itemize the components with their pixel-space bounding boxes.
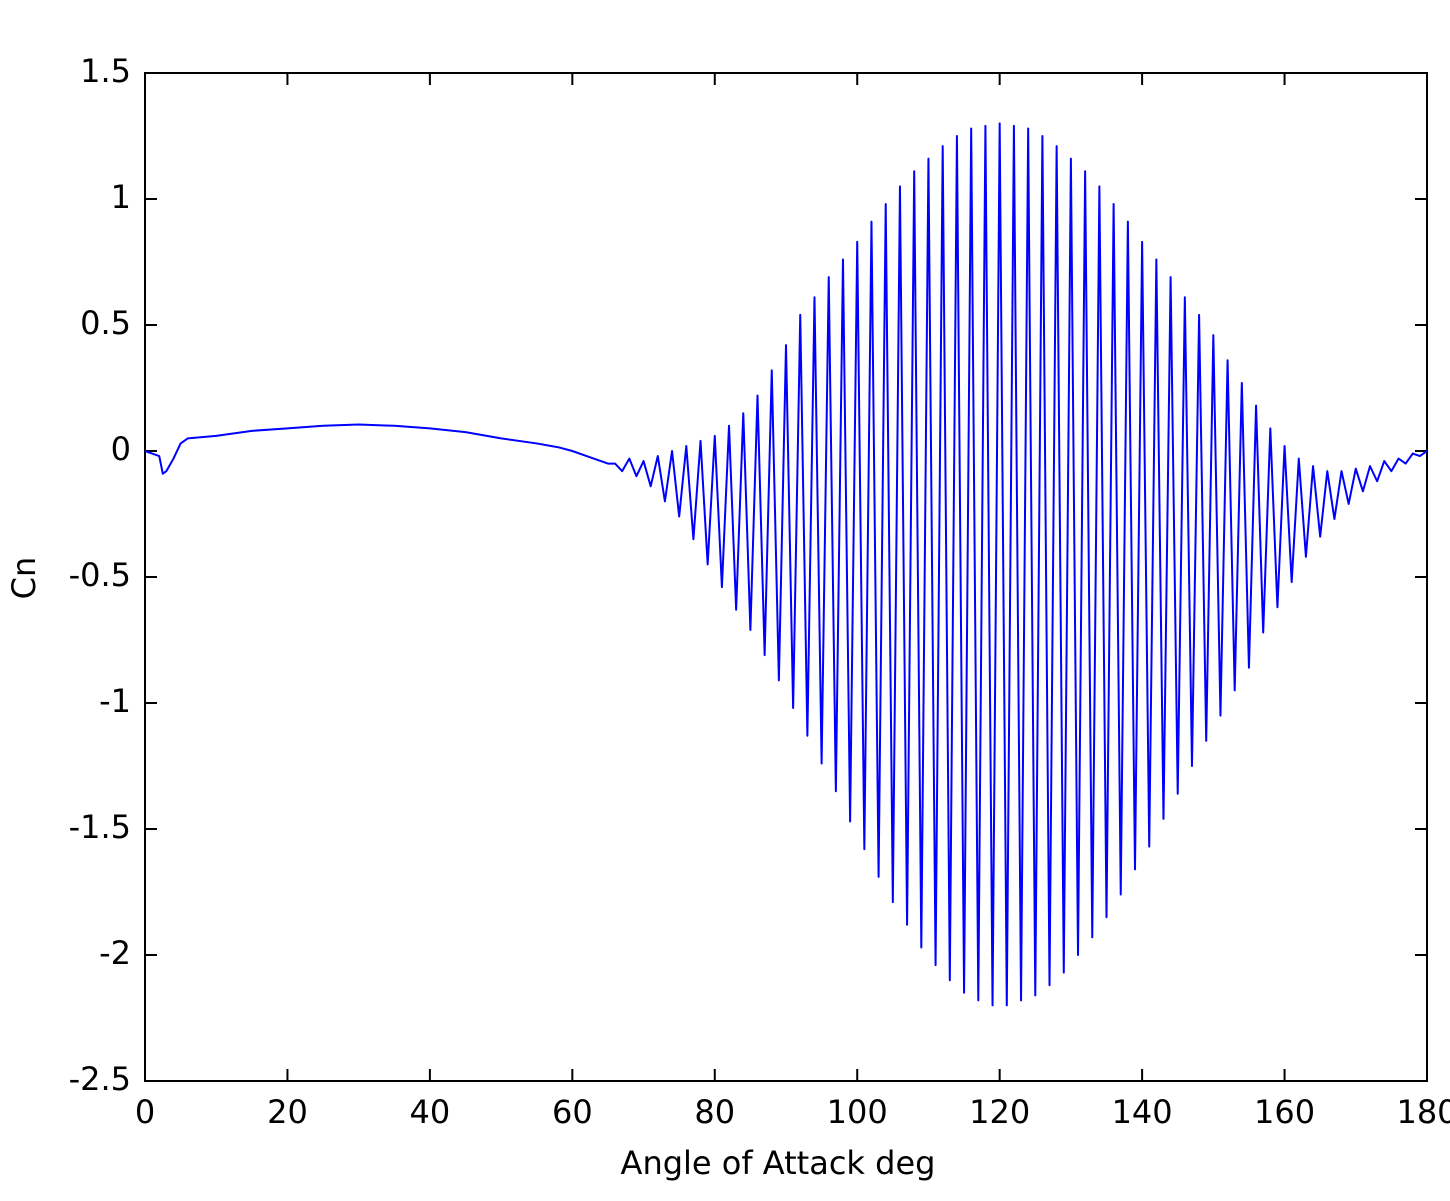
y-tick-label: 1.5 — [80, 52, 131, 90]
y-tick-label: -2 — [99, 934, 131, 972]
x-tick-label: 160 — [1254, 1093, 1315, 1131]
x-tick-label: 20 — [267, 1093, 308, 1131]
y-tick-label: -0.5 — [69, 556, 131, 594]
data-line — [144, 122, 1428, 1007]
y-tick-label: -2.5 — [69, 1060, 131, 1098]
x-tick-label: 100 — [827, 1093, 888, 1131]
x-tick-label: 80 — [694, 1093, 735, 1131]
y-tick-label: 0 — [111, 430, 131, 468]
x-tick-label: 60 — [552, 1093, 593, 1131]
y-tick-label: 0.5 — [80, 304, 131, 342]
axes-box — [144, 72, 1428, 1082]
y-tick-label: 1 — [111, 178, 131, 216]
x-axis-label: Angle of Attack deg — [621, 1144, 936, 1182]
x-tick-label: 180 — [1396, 1093, 1450, 1131]
x-tick-label: 40 — [410, 1093, 451, 1131]
y-tick-label: -1.5 — [69, 808, 131, 846]
x-tick-label: 140 — [1112, 1093, 1173, 1131]
y-axis-label: Cn — [5, 557, 43, 600]
y-tick-label: -1 — [99, 682, 131, 720]
x-tick-label: 0 — [135, 1093, 155, 1131]
x-tick-label: 120 — [969, 1093, 1030, 1131]
